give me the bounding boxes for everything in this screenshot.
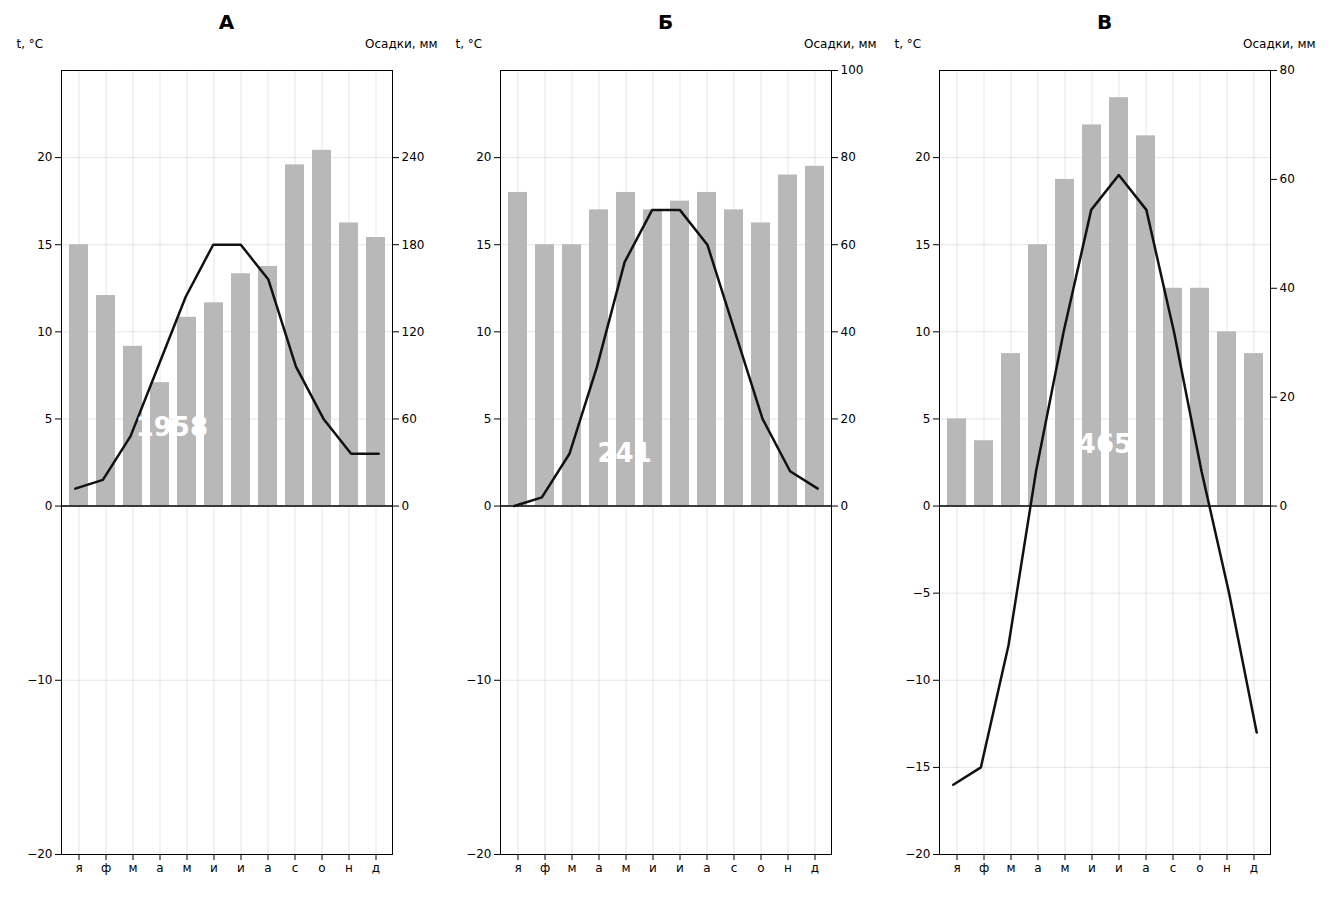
svg-text:и: и <box>676 861 684 875</box>
svg-text:5: 5 <box>923 412 931 426</box>
svg-text:а: а <box>1034 861 1041 875</box>
svg-text:20: 20 <box>841 412 856 426</box>
svg-text:я: я <box>514 861 521 875</box>
svg-text:10: 10 <box>37 325 52 339</box>
svg-text:ф: ф <box>979 861 989 875</box>
svg-text:−20: −20 <box>905 847 930 861</box>
svg-text:о: о <box>757 861 764 875</box>
svg-text:465: 465 <box>1078 429 1132 459</box>
svg-text:−20: −20 <box>27 847 52 861</box>
svg-text:10: 10 <box>915 325 930 339</box>
svg-text:−15: −15 <box>905 760 930 774</box>
svg-text:80: 80 <box>1280 63 1295 77</box>
svg-text:с: с <box>731 861 738 875</box>
svg-text:с: с <box>1170 861 1177 875</box>
svg-text:10: 10 <box>476 325 491 339</box>
svg-text:и: и <box>1088 861 1096 875</box>
svg-text:и: и <box>210 861 218 875</box>
svg-text:0: 0 <box>923 499 931 513</box>
svg-text:40: 40 <box>841 325 856 339</box>
svg-text:д: д <box>811 861 819 875</box>
svg-text:м: м <box>182 861 191 875</box>
svg-text:80: 80 <box>841 150 856 164</box>
svg-text:а: а <box>703 861 710 875</box>
svg-text:15: 15 <box>37 238 52 252</box>
svg-text:м: м <box>128 861 137 875</box>
svg-text:15: 15 <box>915 238 930 252</box>
svg-text:60: 60 <box>841 238 856 252</box>
svg-text:t, °С: t, °С <box>456 37 483 51</box>
svg-text:0: 0 <box>841 499 849 513</box>
svg-text:0: 0 <box>402 499 410 513</box>
svg-text:60: 60 <box>1280 172 1295 186</box>
svg-text:0: 0 <box>484 499 492 513</box>
svg-text:Осадки, мм: Осадки, мм <box>365 37 437 51</box>
svg-text:ф: ф <box>540 861 550 875</box>
svg-text:я: я <box>953 861 960 875</box>
svg-text:м: м <box>621 861 630 875</box>
svg-text:t, °С: t, °С <box>895 37 922 51</box>
svg-text:с: с <box>292 861 299 875</box>
svg-text:д: д <box>1250 861 1258 875</box>
svg-text:100: 100 <box>841 63 864 77</box>
svg-text:−20: −20 <box>466 847 491 861</box>
svg-text:а: а <box>595 861 602 875</box>
svg-text:я: я <box>75 861 82 875</box>
html-text:А: А <box>218 10 235 34</box>
svg-text:−10: −10 <box>466 673 491 687</box>
svg-text:а: а <box>156 861 163 875</box>
svg-text:0: 0 <box>1280 499 1288 513</box>
svg-text:−5: −5 <box>913 586 931 600</box>
html-text:В: В <box>1096 10 1113 34</box>
svg-text:5: 5 <box>45 412 53 426</box>
svg-text:м: м <box>1060 861 1069 875</box>
svg-text:м: м <box>1006 861 1015 875</box>
svg-text:240: 240 <box>402 150 425 164</box>
svg-text:20: 20 <box>1280 390 1295 404</box>
html-text:Б: Б <box>657 10 674 34</box>
svg-text:о: о <box>1196 861 1203 875</box>
svg-text:д: д <box>372 861 380 875</box>
svg-text:и: и <box>649 861 657 875</box>
svg-text:60: 60 <box>402 412 417 426</box>
svg-text:н: н <box>784 861 792 875</box>
svg-text:Осадки, мм: Осадки, мм <box>804 37 876 51</box>
svg-text:20: 20 <box>915 150 930 164</box>
svg-text:40: 40 <box>1280 281 1295 295</box>
svg-text:0: 0 <box>45 499 53 513</box>
svg-text:241: 241 <box>597 438 651 468</box>
svg-text:Осадки, мм: Осадки, мм <box>1243 37 1315 51</box>
svg-text:−10: −10 <box>905 673 930 687</box>
svg-text:а: а <box>1142 861 1149 875</box>
svg-text:ф: ф <box>101 861 111 875</box>
svg-text:15: 15 <box>476 238 491 252</box>
svg-text:180: 180 <box>402 238 425 252</box>
svg-text:и: и <box>237 861 245 875</box>
svg-text:t, °С: t, °С <box>17 37 44 51</box>
svg-text:20: 20 <box>37 150 52 164</box>
svg-text:о: о <box>318 861 325 875</box>
svg-text:20: 20 <box>476 150 491 164</box>
svg-text:5: 5 <box>484 412 492 426</box>
svg-text:а: а <box>264 861 271 875</box>
svg-text:и: и <box>1115 861 1123 875</box>
svg-text:н: н <box>1223 861 1231 875</box>
svg-text:н: н <box>345 861 353 875</box>
svg-text:−10: −10 <box>27 673 52 687</box>
svg-text:1958: 1958 <box>136 412 208 442</box>
svg-text:м: м <box>567 861 576 875</box>
svg-text:120: 120 <box>402 325 425 339</box>
